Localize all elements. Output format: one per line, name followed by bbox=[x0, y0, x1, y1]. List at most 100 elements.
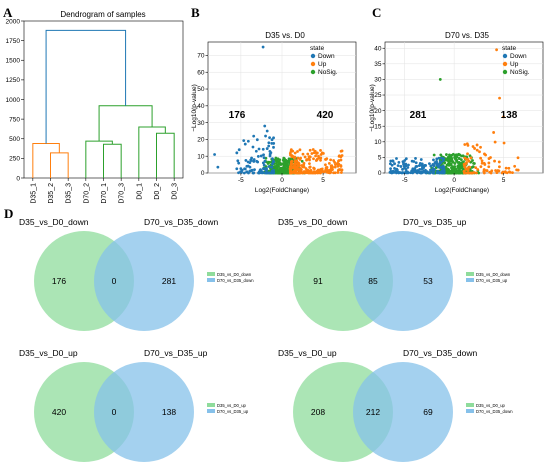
volcano-point bbox=[466, 168, 470, 172]
volcano-point bbox=[307, 157, 311, 161]
volcano-point bbox=[307, 171, 310, 175]
volcano-point bbox=[418, 168, 422, 171]
volcano-point bbox=[282, 162, 286, 166]
volcano-ytick-label: 60 bbox=[197, 69, 205, 76]
volcano-point bbox=[288, 167, 292, 171]
venn-legend-swatch bbox=[207, 272, 215, 276]
volcano-point bbox=[265, 147, 269, 150]
volcano-point bbox=[311, 148, 315, 151]
volcano-point bbox=[321, 152, 325, 155]
volcano-point bbox=[270, 165, 273, 169]
volcano-point bbox=[472, 171, 476, 174]
volcano-b-down-count: 176 bbox=[229, 110, 246, 121]
volcano-point bbox=[454, 153, 458, 157]
venn-right-circle bbox=[353, 231, 453, 331]
volcano-point bbox=[439, 153, 443, 157]
volcano-point bbox=[310, 152, 314, 155]
volcano-point bbox=[279, 167, 283, 171]
volcano-point bbox=[450, 156, 453, 160]
volcano-point bbox=[315, 158, 319, 162]
volcano-point bbox=[267, 144, 271, 148]
dendrogram-leaf-label: D70_3 bbox=[119, 183, 126, 204]
volcano-point bbox=[471, 145, 475, 148]
volcano-point bbox=[473, 147, 476, 150]
volcano-point bbox=[424, 164, 427, 167]
volcano-point bbox=[320, 167, 324, 171]
volcano-point bbox=[448, 153, 451, 157]
venn-legend-label: D35_vs_D0_down bbox=[217, 272, 252, 277]
volcano-point bbox=[479, 145, 482, 149]
dendrogram-ytick-label: 1250 bbox=[6, 77, 21, 84]
volcano-ytick-label: 50 bbox=[197, 86, 205, 93]
volcano-legend-marker bbox=[502, 53, 508, 59]
volcano-point bbox=[249, 169, 253, 173]
panel-letter-d: D bbox=[4, 206, 13, 221]
volcano-point bbox=[264, 171, 267, 175]
volcano-point bbox=[319, 153, 323, 156]
volcano-point bbox=[429, 164, 433, 168]
volcano-ytick-label: 40 bbox=[197, 103, 205, 110]
volcano-point bbox=[480, 161, 484, 165]
volcano-point bbox=[259, 171, 263, 175]
volcano-point bbox=[296, 150, 299, 153]
volcano-point bbox=[480, 159, 484, 163]
volcano-point bbox=[459, 158, 463, 162]
volcano-ytick-label: 30 bbox=[197, 120, 205, 127]
volcano-point bbox=[313, 149, 317, 153]
volcano-point bbox=[253, 168, 256, 172]
volcano-point bbox=[270, 138, 274, 142]
venn-left-set-label: D35_vs_D0_down bbox=[19, 217, 89, 227]
volcano-point bbox=[432, 153, 436, 157]
volcano-ytick-label: 40 bbox=[374, 45, 382, 52]
volcano-point bbox=[319, 158, 322, 162]
volcano-point bbox=[511, 171, 514, 175]
volcano-point bbox=[329, 164, 333, 168]
volcano-point bbox=[308, 162, 311, 165]
volcano-point bbox=[432, 168, 436, 172]
volcano-point bbox=[302, 165, 306, 169]
volcano-c-xlabel: Log2(FoldChange) bbox=[435, 187, 489, 194]
volcano-ytick-label: 10 bbox=[374, 139, 382, 146]
volcano-point bbox=[475, 148, 479, 152]
dendrogram-link bbox=[45, 29, 127, 144]
venn-overlap-count: 85 bbox=[368, 276, 378, 286]
volcano-b-title: D35 vs. D0 bbox=[265, 31, 305, 40]
volcano-point bbox=[404, 168, 408, 171]
volcano-point bbox=[297, 164, 301, 168]
volcano-point bbox=[312, 157, 315, 161]
volcano-point bbox=[414, 165, 418, 168]
volcano-point bbox=[240, 170, 243, 174]
volcano-ytick-label: 25 bbox=[374, 92, 382, 99]
volcano-point bbox=[450, 159, 454, 163]
volcano-legend-title: state bbox=[310, 45, 324, 52]
volcano-point bbox=[494, 169, 497, 172]
volcano-point bbox=[324, 163, 327, 167]
volcano-point bbox=[414, 157, 417, 160]
volcano-point bbox=[456, 169, 460, 173]
volcano-ytick-label: 5 bbox=[378, 155, 382, 162]
volcano-point bbox=[513, 164, 517, 168]
volcano-point bbox=[333, 171, 337, 175]
volcano-point bbox=[450, 153, 454, 157]
venn-overlap-count: 0 bbox=[112, 276, 117, 286]
venn-legend-swatch bbox=[207, 278, 215, 282]
volcano-b-up-count: 420 bbox=[317, 110, 334, 121]
dendrogram-leaf-label: D0_2 bbox=[154, 183, 161, 200]
volcano-point bbox=[278, 169, 282, 173]
dendrogram-leaf-label: D70_2 bbox=[83, 183, 90, 204]
volcano-point bbox=[495, 48, 498, 52]
volcano-point bbox=[404, 157, 408, 161]
volcano-point bbox=[498, 165, 501, 169]
volcano-point bbox=[442, 168, 446, 172]
volcano-point bbox=[302, 170, 306, 173]
venn-legend-label: D70_vs_D35_up bbox=[217, 409, 249, 414]
volcano-point bbox=[237, 161, 241, 165]
volcano-point bbox=[485, 169, 489, 172]
dendrogram-link bbox=[103, 143, 122, 178]
volcano-point bbox=[463, 165, 467, 168]
volcano-point bbox=[286, 167, 289, 170]
volcano-point bbox=[265, 129, 269, 133]
volcano-point bbox=[327, 171, 330, 174]
volcano-point bbox=[334, 163, 337, 167]
